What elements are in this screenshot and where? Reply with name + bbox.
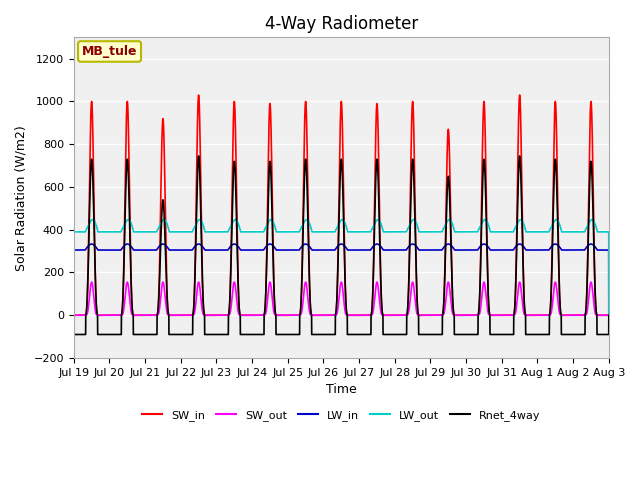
LW_in (605, 312, 612, 318)
SW_in (415, 312, 423, 318)
LW_in (184, 247, 192, 253)
LW_out (89, 217, 97, 223)
LW_in (88, 241, 95, 247)
Line: SW_out: SW_out (74, 282, 609, 315)
SW_in (516, 92, 524, 98)
SW_out (491, 312, 499, 318)
Line: LW_out: LW_out (74, 220, 609, 315)
LW_out (179, 229, 186, 235)
LW_out (605, 312, 612, 318)
SW_out (88, 279, 95, 285)
LW_in (70, 247, 77, 253)
LW_out (603, 229, 611, 235)
Rnet_4way (179, 332, 186, 337)
SW_out (270, 310, 278, 316)
Rnet_4way (415, 332, 423, 337)
Legend: SW_in, SW_out, LW_in, LW_out, Rnet_4way: SW_in, SW_out, LW_in, LW_out, Rnet_4way (138, 405, 545, 425)
SW_out (603, 312, 611, 318)
Line: SW_in: SW_in (74, 95, 609, 315)
Rnet_4way (603, 332, 611, 337)
SW_out (184, 312, 192, 318)
LW_out (415, 229, 423, 235)
SW_out (415, 312, 423, 318)
LW_out (491, 229, 499, 235)
LW_in (415, 247, 423, 253)
Rnet_4way (184, 332, 192, 337)
Text: MB_tule: MB_tule (82, 45, 138, 58)
X-axis label: Time: Time (326, 383, 356, 396)
SW_out (605, 312, 612, 318)
LW_out (184, 229, 192, 235)
SW_out (70, 312, 77, 318)
Rnet_4way (491, 332, 499, 337)
Title: 4-Way Radiometer: 4-Way Radiometer (265, 15, 418, 33)
Rnet_4way (516, 153, 524, 159)
Line: Rnet_4way: Rnet_4way (74, 156, 609, 335)
LW_out (270, 221, 278, 227)
SW_in (179, 312, 186, 318)
SW_in (70, 312, 77, 318)
Rnet_4way (270, 288, 278, 294)
Y-axis label: Solar Radiation (W/m2): Solar Radiation (W/m2) (15, 125, 28, 271)
SW_out (179, 312, 186, 318)
Rnet_4way (605, 312, 612, 318)
LW_in (270, 244, 278, 250)
LW_in (491, 247, 499, 253)
LW_in (179, 247, 186, 253)
SW_in (270, 288, 278, 294)
SW_in (184, 312, 192, 318)
SW_in (603, 312, 611, 318)
SW_in (605, 312, 612, 318)
LW_in (603, 247, 611, 253)
Rnet_4way (70, 332, 77, 337)
LW_out (70, 229, 77, 235)
SW_in (491, 312, 499, 318)
Line: LW_in: LW_in (74, 244, 609, 315)
